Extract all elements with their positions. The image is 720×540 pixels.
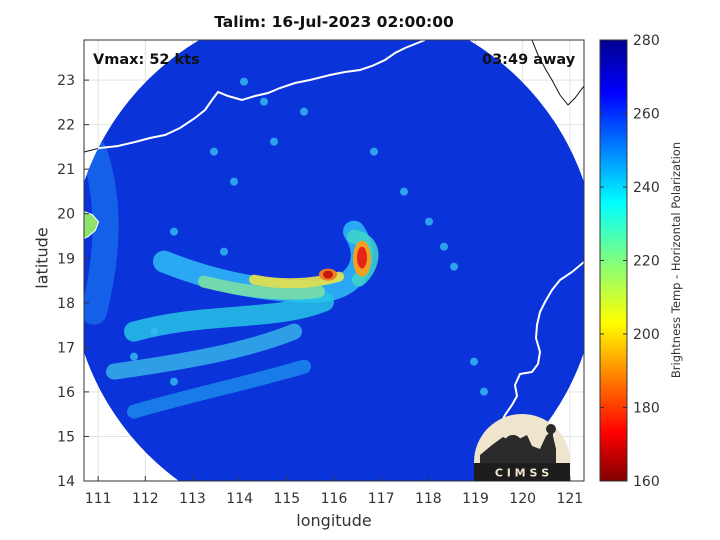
convective-cell (270, 137, 278, 146)
convective-cell (170, 377, 178, 386)
rainband (84, 138, 119, 325)
x-axis-label: longitude (296, 511, 372, 530)
y-tick-label: 20 (57, 207, 75, 223)
colorbar-tick-label: 180 (633, 401, 660, 417)
convective-cell (230, 177, 238, 186)
colorbar-tick-label: 200 (633, 327, 660, 343)
rainband (127, 359, 311, 419)
convective-cell (260, 97, 268, 106)
coastline-segment (531, 40, 584, 106)
rainband (124, 291, 334, 342)
x-tick-label: 118 (415, 491, 442, 507)
microwave-swath (84, 40, 584, 481)
convective-cell (480, 387, 488, 396)
x-tick-label: 121 (556, 491, 583, 507)
colorbar-tick-label: 260 (633, 107, 660, 123)
cimss-logo: C I M S S (474, 414, 570, 481)
y-tick-label: 15 (57, 429, 75, 445)
y-tick-label: 19 (57, 251, 75, 267)
logo-text: C I M S S (495, 467, 549, 480)
y-tick-label: 16 (57, 385, 75, 401)
y-tick-label: 14 (57, 474, 75, 490)
convective-cell (210, 147, 218, 156)
convective-cell (425, 217, 433, 226)
colorbar-tick-label: 160 (633, 474, 660, 490)
y-tick-label: 18 (57, 296, 75, 312)
vmax-label: Vmax: 52 kts (93, 52, 200, 68)
x-tick-label: 115 (273, 491, 300, 507)
coastline-inside (84, 40, 584, 426)
colorbar-scale (599, 39, 628, 482)
convective-cell (400, 187, 408, 196)
x-tick-label: 120 (509, 491, 536, 507)
colorbar-tick-label: 240 (633, 180, 660, 196)
y-tick-label: 22 (57, 118, 75, 134)
y-tick-label: 23 (57, 73, 75, 89)
colorbar-tick-label: 220 (633, 254, 660, 270)
time-away-label: 03:49 away (482, 52, 576, 68)
x-tick-label: 111 (85, 491, 112, 507)
warm-cell (323, 270, 333, 279)
convective-cell (170, 227, 178, 236)
rainband (198, 275, 325, 300)
x-tick-label: 116 (321, 491, 348, 507)
x-tick-label: 113 (179, 491, 206, 507)
y-ticks: 14 15 16 17 18 19 20 21 22 23 (57, 73, 89, 490)
coastline-segment (84, 40, 426, 153)
convective-cell (130, 352, 138, 361)
y-tick-label: 17 (57, 340, 75, 356)
land-patch (84, 212, 98, 238)
y-tick-label: 21 (57, 162, 75, 178)
convective-cell (150, 327, 158, 336)
chart-title: Talim: 16-Jul-2023 02:00:00 (214, 13, 454, 31)
x-tick-label: 114 (226, 491, 253, 507)
convective-cell (470, 357, 478, 366)
colorbar-label: Brightness Temp - Horizontal Polarizatio… (669, 141, 683, 379)
coastline-segment (499, 261, 584, 426)
convective-cell (220, 247, 228, 256)
convective-cell (300, 107, 308, 116)
convective-cell (240, 77, 248, 86)
warm-cell (357, 246, 367, 269)
x-tick-label: 112 (132, 491, 159, 507)
convective-cell (370, 147, 378, 156)
rainband (106, 323, 302, 380)
y-axis-label: latitude (32, 227, 52, 289)
x-ticks: 111 112 113 114 115 116 117 118 119 120 121 (85, 476, 583, 507)
colorbar-ticks: 160 180 200 220 240 260 280 (600, 33, 660, 490)
convective-cell (440, 242, 448, 251)
convective-cell (450, 262, 458, 271)
colorbar-tick-label: 280 (633, 33, 660, 49)
x-tick-label: 119 (462, 491, 489, 507)
x-tick-label: 117 (368, 491, 395, 507)
